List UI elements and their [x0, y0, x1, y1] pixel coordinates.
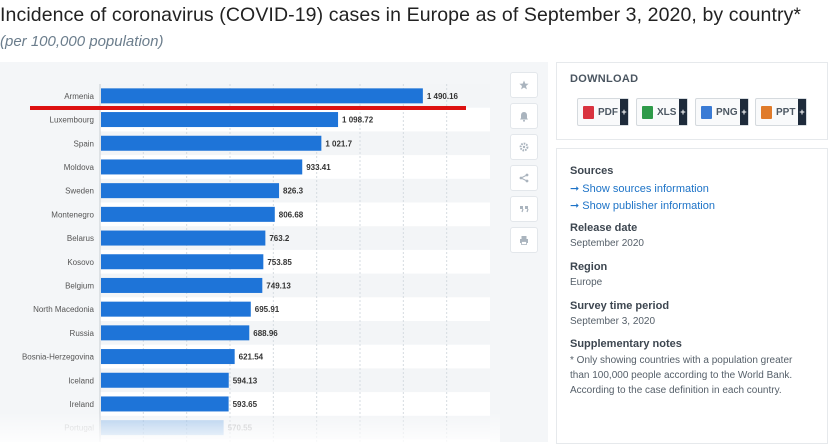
- category-label: Belgium: [65, 281, 94, 290]
- bar: [101, 396, 229, 412]
- download-xls-button[interactable]: XLS +: [636, 98, 688, 126]
- supplementary-notes-value: * Only showing countries with a populati…: [570, 355, 793, 396]
- category-label: North Macedonia: [33, 305, 94, 314]
- print-icon: [520, 236, 528, 245]
- plus-icon: +: [679, 99, 687, 125]
- favorite-button[interactable]: [510, 72, 538, 98]
- release-date-heading: Release date: [570, 222, 638, 234]
- star-icon: [519, 80, 529, 90]
- data-label: 594.13: [233, 376, 258, 385]
- download-png-label: PNG: [716, 106, 738, 118]
- download-panel: DOWNLOAD PDF + XLS + PNG + PPT +: [556, 62, 828, 140]
- category-label: Spain: [74, 139, 94, 148]
- category-label: Bosnia-Herzegovina: [22, 353, 95, 362]
- bar: [101, 372, 229, 388]
- alert-button[interactable]: [510, 103, 538, 129]
- ppt-icon: [761, 105, 772, 119]
- bar: [101, 254, 264, 270]
- download-heading: DOWNLOAD: [570, 73, 639, 85]
- bar: [101, 325, 250, 341]
- info-panel: Sources ➞ Show sources information ➞ Sho…: [556, 148, 828, 444]
- show-sources-link[interactable]: ➞ Show sources information: [570, 183, 709, 195]
- quote-icon: [520, 206, 529, 213]
- download-pdf-label: PDF: [598, 106, 618, 118]
- print-button[interactable]: [510, 227, 538, 253]
- bar: [101, 230, 266, 246]
- category-label: Ireland: [70, 400, 94, 409]
- data-label: 688.96: [253, 329, 278, 338]
- category-label: Belarus: [67, 234, 94, 243]
- chart-title: Incidence of coronavirus (COVID-19) case…: [0, 4, 802, 26]
- category-label: Kosovo: [67, 258, 94, 267]
- data-label: 621.54: [239, 353, 264, 362]
- share-icon: [519, 173, 529, 183]
- data-label: 695.91: [255, 305, 280, 314]
- show-publisher-link[interactable]: ➞ Show publisher information: [570, 200, 715, 212]
- png-icon: [701, 105, 712, 119]
- download-ppt-label: PPT: [776, 106, 796, 118]
- bar: [101, 349, 235, 365]
- cite-button[interactable]: [510, 196, 538, 222]
- category-label: Sweden: [65, 187, 94, 196]
- data-label: 749.13: [266, 281, 291, 290]
- bell-icon: [520, 111, 528, 122]
- bar: [101, 88, 423, 104]
- download-pdf-button[interactable]: PDF +: [577, 98, 629, 126]
- plus-icon: +: [620, 99, 628, 125]
- survey-period-heading: Survey time period: [570, 300, 670, 312]
- category-label: Moldova: [64, 163, 95, 172]
- pdf-icon: [583, 105, 594, 119]
- share-button[interactable]: [510, 165, 538, 191]
- download-png-button[interactable]: PNG +: [695, 98, 749, 126]
- highlight-line: [30, 106, 466, 110]
- data-label: 826.3: [283, 187, 304, 196]
- chart-subtitle: (per 100,000 population): [0, 33, 164, 50]
- gear-icon: [519, 142, 529, 152]
- data-label: 753.85: [267, 258, 292, 267]
- data-label: 1 021.7: [325, 139, 352, 148]
- data-label: 1 490.16: [427, 92, 459, 101]
- data-label: 806.68: [279, 210, 304, 219]
- survey-period-value: September 3, 2020: [570, 316, 656, 327]
- bar: [101, 183, 280, 199]
- region-value: Europe: [570, 277, 603, 288]
- download-ppt-button[interactable]: PPT +: [755, 98, 807, 126]
- settings-button[interactable]: [510, 134, 538, 160]
- download-xls-label: XLS: [657, 106, 677, 118]
- bar: [101, 112, 339, 128]
- data-label: 933.41: [306, 163, 331, 172]
- bar: [101, 277, 263, 293]
- category-label: Armenia: [64, 92, 94, 101]
- sources-heading: Sources: [570, 165, 614, 177]
- category-label: Russia: [70, 329, 95, 338]
- chart-panel: Armenia 1 490.16 Luxembourg 1 098.72 Spain 1 …: [0, 62, 548, 442]
- plus-icon: +: [798, 99, 806, 125]
- data-label: 593.65: [233, 400, 258, 409]
- data-label: 763.2: [269, 234, 290, 243]
- xls-icon: [642, 105, 653, 119]
- bar-chart: Armenia 1 490.16 Luxembourg 1 098.72 Spain 1 …: [0, 84, 500, 442]
- category-label: Montenegro: [51, 210, 94, 219]
- fade-overlay: [0, 412, 500, 442]
- bar: [101, 135, 322, 151]
- category-label: Luxembourg: [50, 116, 94, 125]
- bar: [101, 301, 251, 317]
- bar: [101, 206, 275, 222]
- supplementary-notes-heading: Supplementary notes: [570, 338, 682, 350]
- category-label: Iceland: [68, 376, 94, 385]
- region-heading: Region: [570, 261, 608, 273]
- data-label: 1 098.72: [342, 116, 374, 125]
- bar: [101, 159, 303, 175]
- chart-toolbar: [510, 72, 540, 258]
- plus-icon: +: [740, 99, 748, 125]
- release-date-value: September 2020: [570, 238, 644, 249]
